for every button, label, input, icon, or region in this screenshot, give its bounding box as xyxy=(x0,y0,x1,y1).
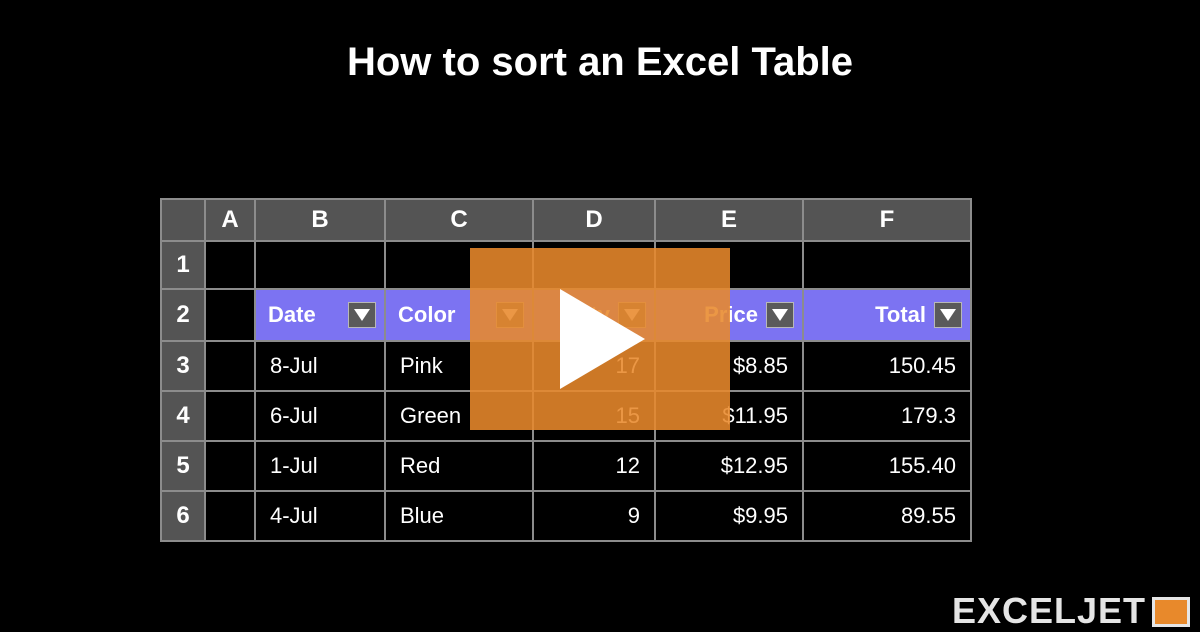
cell-A5[interactable] xyxy=(205,441,255,491)
table-header-date[interactable]: Date xyxy=(255,289,385,341)
row-header-5[interactable]: 5 xyxy=(161,441,205,491)
play-button[interactable] xyxy=(470,248,730,430)
brand-logo: EXCELJET xyxy=(952,590,1190,632)
cell-A1[interactable] xyxy=(205,241,255,289)
brand-mark-icon xyxy=(1152,597,1190,627)
cell-date[interactable]: 8-Jul xyxy=(255,341,385,391)
cell-total[interactable]: 89.55 xyxy=(803,491,971,541)
row-header-2[interactable]: 2 xyxy=(161,289,205,341)
header-label: Total xyxy=(875,302,926,328)
col-header-F[interactable]: F xyxy=(803,199,971,241)
cell-qty[interactable]: 9 xyxy=(533,491,655,541)
table-row: 5 1-Jul Red 12 $12.95 155.40 xyxy=(161,441,971,491)
filter-dropdown-icon[interactable] xyxy=(766,302,794,328)
row-header-6[interactable]: 6 xyxy=(161,491,205,541)
col-header-A[interactable]: A xyxy=(205,199,255,241)
filter-dropdown-icon[interactable] xyxy=(934,302,962,328)
col-header-C[interactable]: C xyxy=(385,199,533,241)
table-row: 6 4-Jul Blue 9 $9.95 89.55 xyxy=(161,491,971,541)
cell-color[interactable]: Red xyxy=(385,441,533,491)
play-icon xyxy=(555,289,645,389)
table-header-total[interactable]: Total xyxy=(803,289,971,341)
cell-A2[interactable] xyxy=(205,289,255,341)
cell-qty[interactable]: 12 xyxy=(533,441,655,491)
cell-price[interactable]: $12.95 xyxy=(655,441,803,491)
row-header-1[interactable]: 1 xyxy=(161,241,205,289)
header-label: Color xyxy=(398,302,455,328)
cell-total[interactable]: 150.45 xyxy=(803,341,971,391)
row-header-3[interactable]: 3 xyxy=(161,341,205,391)
cell-date[interactable]: 6-Jul xyxy=(255,391,385,441)
cell-color[interactable]: Blue xyxy=(385,491,533,541)
column-header-row: A B C D E F xyxy=(161,199,971,241)
cell-B1[interactable] xyxy=(255,241,385,289)
cell-F1[interactable] xyxy=(803,241,971,289)
col-header-E[interactable]: E xyxy=(655,199,803,241)
cell-A3[interactable] xyxy=(205,341,255,391)
cell-total[interactable]: 155.40 xyxy=(803,441,971,491)
filter-dropdown-icon[interactable] xyxy=(348,302,376,328)
cell-date[interactable]: 4-Jul xyxy=(255,491,385,541)
row-header-4[interactable]: 4 xyxy=(161,391,205,441)
header-label: Date xyxy=(268,302,316,328)
cell-A4[interactable] xyxy=(205,391,255,441)
brand-text: EXCELJET xyxy=(952,590,1146,632)
col-header-B[interactable]: B xyxy=(255,199,385,241)
page-title: How to sort an Excel Table xyxy=(0,0,1200,85)
cell-A6[interactable] xyxy=(205,491,255,541)
corner-cell xyxy=(161,199,205,241)
cell-price[interactable]: $9.95 xyxy=(655,491,803,541)
cell-date[interactable]: 1-Jul xyxy=(255,441,385,491)
cell-total[interactable]: 179.3 xyxy=(803,391,971,441)
col-header-D[interactable]: D xyxy=(533,199,655,241)
